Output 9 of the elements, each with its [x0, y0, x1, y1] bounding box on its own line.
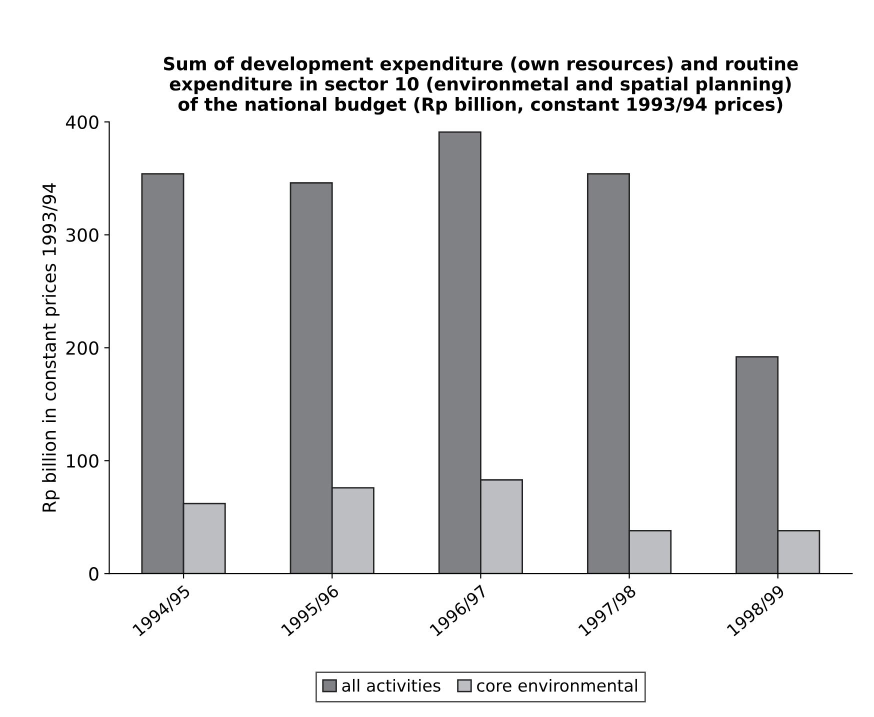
y-tick-label: 100: [67, 454, 98, 468]
y-axis-title: Rp billion in constant prices 1993/94: [42, 183, 60, 512]
y-tick-label: 400: [66, 115, 98, 130]
chart-title: Sum of development expenditure (own resources) and routine expenditure in sector 10 (environmetal and spatial planning) of the national budget (Rp billion, constant 1993/94 prices): [164, 56, 798, 115]
legend-label: core environmental: [477, 678, 637, 692]
y-tick-label: 200: [66, 341, 98, 355]
y-tick-label: 300: [66, 228, 98, 242]
y-tick-label: 0: [89, 567, 98, 581]
legend-label: all activities: [342, 678, 440, 692]
